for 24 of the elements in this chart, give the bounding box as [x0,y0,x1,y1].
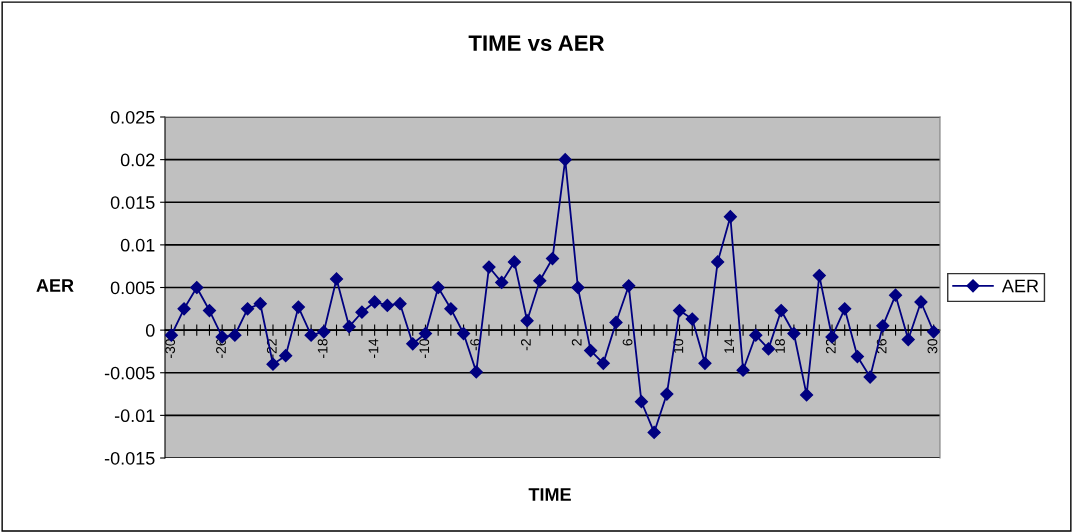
x-tick-label: -10 [419,339,430,358]
x-tick-label: -18 [317,339,328,358]
x-tick-label: -14 [368,338,379,358]
y-tick-label: -0.005 [104,366,155,380]
y-tick-label: 0.025 [110,110,155,124]
x-tick-label: -2 [520,339,531,351]
y-tick-label: -0.01 [114,409,155,423]
legend-label: AER [1001,279,1039,293]
y-tick-label: 0.005 [110,281,155,295]
y-axis-title: AER [36,279,74,292]
x-tick-label: 6 [622,339,633,346]
y-tick-label: 0 [145,324,155,337]
x-tick-label: 18 [775,339,785,353]
chart-title: TIME vs AER [468,35,605,51]
x-axis-title: TIME [528,488,571,501]
y-tick-label: 0.015 [110,196,155,209]
y-tick-label: -0.015 [104,451,155,465]
x-tick-label: 30 [927,339,938,354]
x-tick-label: -22 [266,339,277,358]
x-tick-label: 14 [724,338,734,353]
x-tick-label: 2 [571,339,582,346]
x-tick-label: 26 [876,339,887,354]
y-tick-label: 0.02 [120,153,155,167]
y-tick-label: 0.01 [120,238,155,252]
